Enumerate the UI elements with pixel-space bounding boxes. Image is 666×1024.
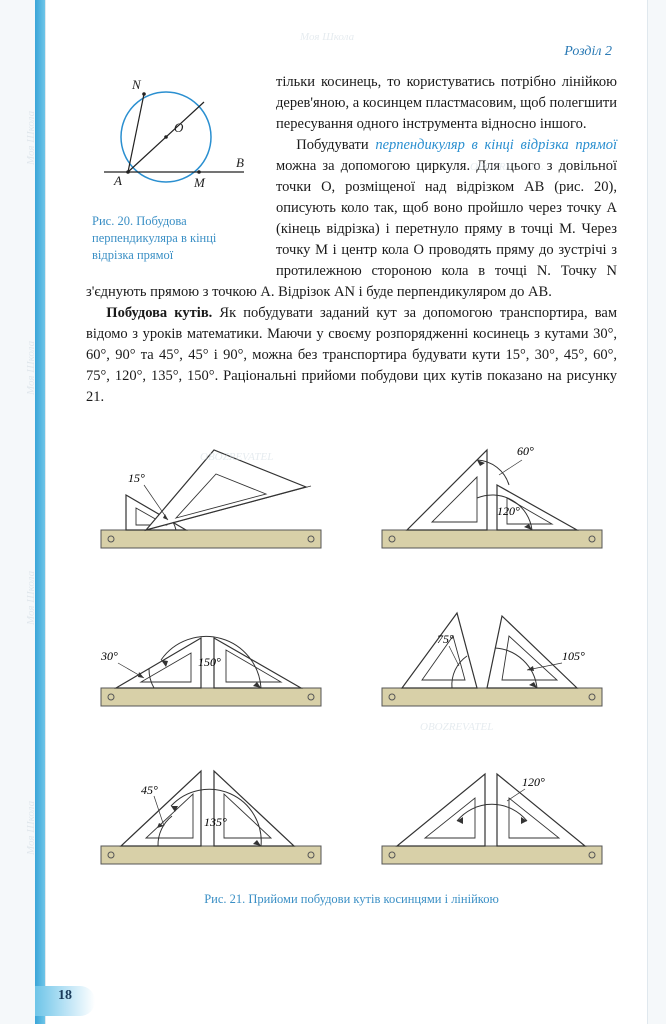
angle-label: 15° [128,471,145,485]
angle-label: 105° [562,649,585,663]
figure-20: N O A M B Рис. 20. Побудова перпендикуля… [86,77,261,264]
figure-20-caption: Рис. 20. Побудова перпендикуляра в кінці… [86,213,261,264]
angle-label: 135° [204,815,227,829]
label-B: B [236,155,244,170]
page-content: Розділ 2 N O A M B Рис. 20. Побудова пер… [45,0,648,1024]
angle-label: 60° [517,444,534,458]
section-header: Розділ 2 [564,42,612,62]
paragraph-3: Побудова кутів. Як побудувати заданий ку… [86,303,617,408]
diagram-60-120deg: 60° 120° [367,430,618,560]
angle-label: 30° [100,649,118,663]
label-A: A [113,173,122,188]
diagram-75-105deg: 75° 105° [367,588,618,718]
label-O: O [174,120,184,135]
angle-label: 45° [141,783,158,797]
label-N: N [131,77,142,92]
diagram-grid: 15° [86,430,617,876]
diagram-15deg: 15° [86,430,337,560]
diagram-45-135deg: 45° 135° [86,746,337,876]
angle-label: 120° [497,504,520,518]
label-M: M [193,175,206,190]
angle-label: 120° [522,775,545,789]
page-spine [35,0,45,1024]
angle-label: 150° [198,655,221,669]
angle-label: 75° [437,632,454,646]
page-number: 18 [58,986,72,1006]
diagram-120deg: 120° [367,746,618,876]
figure-21-caption: Рис. 21. Прийоми побудови кутів косинцям… [86,890,617,908]
diagram-30-150deg: 30° 150° [86,588,337,718]
body-text: N O A M B Рис. 20. Побудова перпендикуля… [86,72,617,908]
